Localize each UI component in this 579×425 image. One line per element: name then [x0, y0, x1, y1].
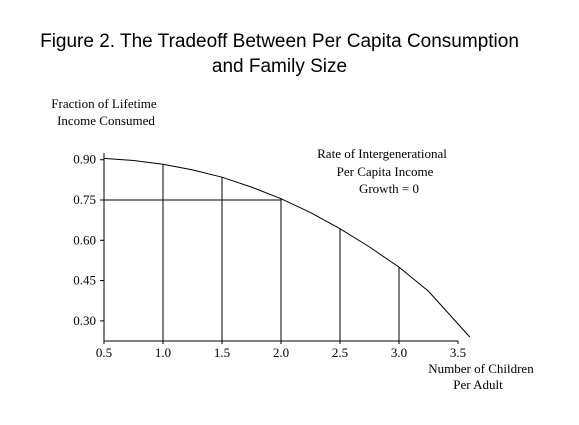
consumption-curve [103, 157, 471, 338]
x-tick-label-0.5: 0.5 [96, 345, 112, 360]
x-tick-label-1.5: 1.5 [214, 345, 230, 360]
y-tick-label-0.75: 0.75 [73, 192, 96, 207]
x-tick-label-2.5: 2.5 [332, 345, 348, 360]
y-axis-label-line-2: Income Consumed [57, 113, 155, 128]
x-axis-label-line-1: Number of Children [428, 361, 534, 376]
x-axis-label-line-2: Per Adult [453, 377, 503, 392]
annotation-line-1: Rate of Intergenerational [317, 146, 447, 161]
annotation-line-3: Growth = 0 [359, 181, 419, 196]
chart-title-line-1: Figure 2. The Tradeoff Between Per Capit… [40, 31, 519, 52]
y-tick-label-0.60: 0.60 [73, 232, 96, 247]
chart-title-line-2: and Family Size [211, 56, 348, 77]
x-tick-label-3.0: 3.0 [391, 345, 407, 360]
y-tick-label-0.45: 0.45 [73, 273, 96, 288]
y-tick-label-0.30: 0.30 [73, 313, 96, 328]
x-tick-label-3.5: 3.5 [450, 345, 466, 360]
x-tick-label-2.0: 2.0 [273, 345, 289, 360]
y-axis-label-line-1: Fraction of Lifetime [51, 96, 157, 111]
x-tick-label-1.0: 1.0 [155, 345, 171, 360]
y-tick-label-0.90: 0.90 [73, 152, 96, 167]
annotation-line-2: Per Capita Income [337, 164, 434, 179]
